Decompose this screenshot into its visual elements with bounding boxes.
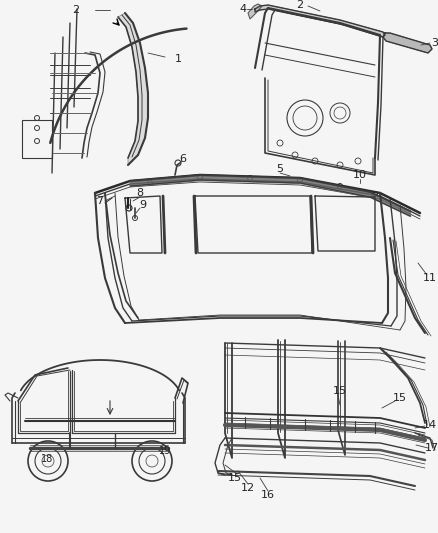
Text: 1: 1 <box>174 54 181 64</box>
Text: 9: 9 <box>139 200 147 210</box>
Polygon shape <box>383 33 432 53</box>
Bar <box>22 120 52 158</box>
Text: 15: 15 <box>393 393 407 403</box>
Text: 3: 3 <box>431 38 438 48</box>
Text: 5: 5 <box>276 164 283 174</box>
Polygon shape <box>248 4 262 19</box>
Text: 7: 7 <box>96 196 103 206</box>
Text: 10: 10 <box>353 170 367 180</box>
Polygon shape <box>118 13 148 165</box>
Text: 12: 12 <box>241 483 255 493</box>
Text: 2: 2 <box>72 5 80 15</box>
Text: 11: 11 <box>423 273 437 283</box>
Text: 15: 15 <box>333 386 347 396</box>
Text: 14: 14 <box>423 420 437 430</box>
Text: 6: 6 <box>180 154 187 164</box>
Text: 8: 8 <box>137 188 144 198</box>
Text: 16: 16 <box>261 490 275 500</box>
Text: 4: 4 <box>240 4 247 14</box>
Polygon shape <box>255 5 385 37</box>
Text: 18: 18 <box>41 454 53 464</box>
Text: 17: 17 <box>425 443 438 453</box>
Text: 19: 19 <box>159 446 171 456</box>
Text: 15: 15 <box>228 473 242 483</box>
Text: 2: 2 <box>297 0 304 10</box>
